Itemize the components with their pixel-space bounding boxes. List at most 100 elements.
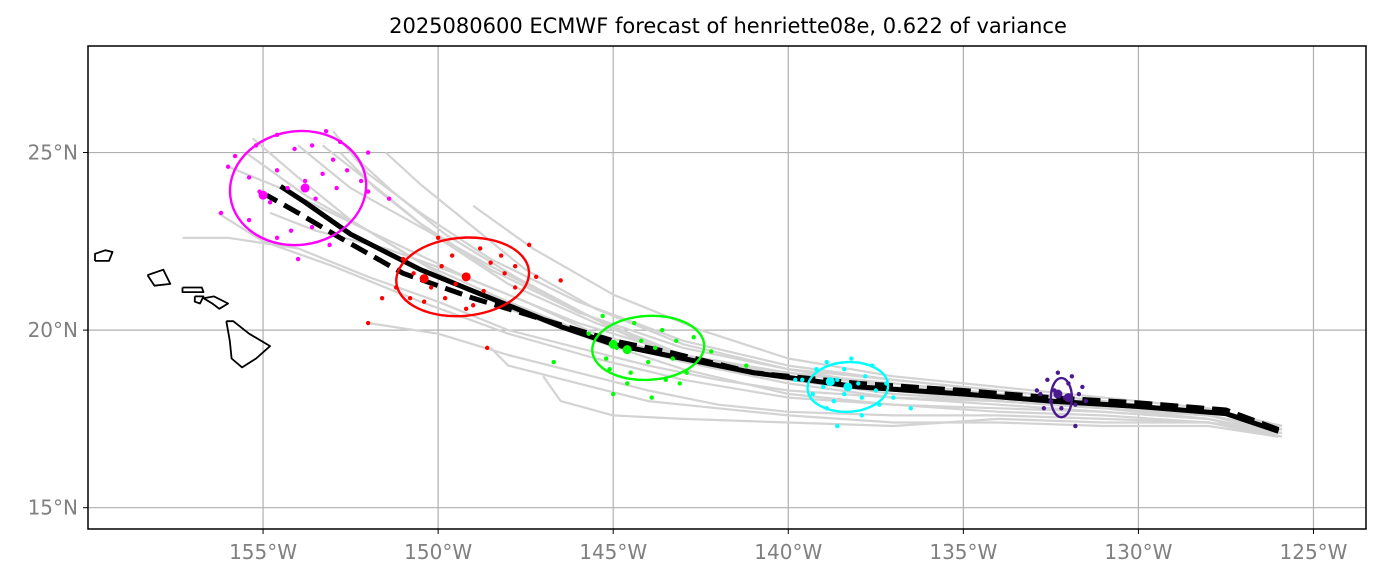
ensemble-member-point: [835, 377, 840, 383]
ensemble-member-point: [477, 246, 483, 251]
gridlines: [88, 46, 1366, 529]
ensemble-member-point: [1069, 374, 1075, 379]
ensemble-member-point: [439, 263, 444, 269]
ensemble-member-point: [526, 242, 532, 248]
map-frame: [87, 45, 1367, 530]
ensemble-member-point: [246, 217, 252, 223]
ensemble-member-point: [831, 398, 836, 404]
ensemble-member-point: [292, 146, 297, 152]
ensemble-member-point: [1034, 388, 1040, 393]
ensemble-member-point: [407, 295, 413, 301]
ensemble-member-point: [691, 335, 696, 340]
map-background: [88, 46, 1366, 529]
ensemble-member-point: [334, 185, 339, 191]
ensemble-member-point: [502, 271, 507, 276]
ensemble-member-point: [632, 320, 637, 326]
ensemble-member-point: [232, 153, 238, 159]
forecast-cluster: [551, 313, 749, 400]
forecast-cluster: [365, 235, 563, 351]
ensemble-member-point: [344, 168, 350, 173]
ensemble-member-point: [628, 370, 633, 375]
ensemble-member-point: [267, 200, 273, 205]
ensemble-member-point: [842, 391, 847, 397]
ensemble-member-point: [365, 320, 371, 326]
ensemble-member-point: [533, 274, 539, 280]
island-coastline: [94, 249, 114, 262]
uncertainty-ellipse: [806, 360, 890, 414]
ensemble-member-point: [604, 356, 609, 361]
ensemble-member-point: [744, 363, 749, 368]
ensemble-track: [356, 158, 1283, 431]
ensemble-member-point: [288, 228, 294, 233]
ensemble-member-point: [821, 384, 826, 390]
ensemble-member-point: [285, 185, 290, 191]
ensemble-member-point: [1073, 423, 1078, 429]
ensemble-member-point: [849, 356, 854, 361]
ensemble-member-point: [835, 423, 840, 429]
ensemble-member-point: [484, 345, 490, 351]
cluster-mean-point: [608, 339, 618, 349]
lat-tick-label: 25°N: [28, 141, 78, 165]
ensemble-member-point: [358, 178, 364, 184]
ensemble-member-point: [488, 260, 493, 265]
cluster-mean-point: [461, 272, 471, 282]
map-title: 2025080600 ECMWF forecast of henriette08…: [389, 14, 1067, 38]
ensemble-member-point: [586, 331, 591, 336]
ensemble-member-point: [449, 253, 455, 258]
ensemble-member-point: [498, 253, 504, 258]
ensemble-member-point: [428, 285, 434, 290]
forecast-cluster: [218, 129, 392, 262]
island-coastline: [146, 268, 172, 287]
lon-tick-label: 135°W: [929, 540, 997, 564]
ensemble-member-point: [1038, 391, 1043, 397]
ensemble-member-point: [1055, 370, 1061, 375]
cluster-mean-point: [622, 345, 632, 355]
ensemble-member-point: [842, 366, 847, 372]
lon-tick-label: 150°W: [404, 540, 472, 564]
ensemble-member-point: [302, 178, 308, 184]
ensemble-member-point: [859, 413, 865, 418]
ensemble-member-point: [625, 381, 630, 386]
mean-tracks: [265, 184, 1280, 434]
ensemble-member-point: [677, 381, 682, 386]
ensemble-member-point: [824, 359, 829, 365]
ensemble-member-point: [611, 391, 616, 397]
ensemble-member-point: [810, 391, 815, 397]
ensemble-member-point: [558, 278, 563, 283]
lon-tick-label: 145°W: [579, 540, 647, 564]
ensemble-member-point: [793, 377, 798, 383]
lon-tick-label: 140°W: [754, 540, 822, 564]
ensemble-member-point: [442, 295, 448, 301]
axis-tick-labels: 155°W 150°W 145°W 140°W 135°W 130°W 125°W 15°N 2…: [28, 141, 1348, 564]
island-coastline: [181, 286, 205, 294]
ensemble-member-point: [225, 164, 231, 169]
lon-tick-label: 155°W: [229, 540, 297, 564]
ensemble-member-point: [674, 338, 679, 343]
ensemble-member-point: [295, 256, 301, 262]
ensemble-member-point: [435, 235, 441, 240]
ensemble-member-point: [660, 327, 665, 333]
ensemble-track: [542, 375, 1279, 435]
coastlines: [94, 249, 272, 369]
ensemble-member-point: [1059, 406, 1064, 411]
ensemble-track: [472, 204, 1283, 428]
ensemble-track: [367, 321, 1283, 435]
ensemble-member-point: [411, 271, 416, 276]
ensemble-member-point: [908, 406, 914, 411]
ensemble-member-point: [653, 345, 658, 351]
ensemble-member-point: [649, 395, 654, 400]
cluster-mean-point: [419, 274, 429, 284]
ensemble-member-point: [1083, 398, 1089, 404]
uncertainty-ellipse: [591, 314, 706, 382]
ensemble-member-point: [863, 374, 868, 379]
ensemble-member-point: [670, 356, 675, 361]
cluster-mean-point: [825, 377, 835, 387]
ensemble-member-point: [365, 150, 371, 155]
lat-tick-label: 20°N: [28, 318, 78, 342]
ensemble-member-point: [639, 338, 644, 343]
ensemble-member-point: [873, 388, 879, 393]
ensemble-member-point: [856, 381, 861, 386]
ensemble-member-point: [551, 359, 556, 365]
ensemble-member-point: [607, 366, 612, 372]
